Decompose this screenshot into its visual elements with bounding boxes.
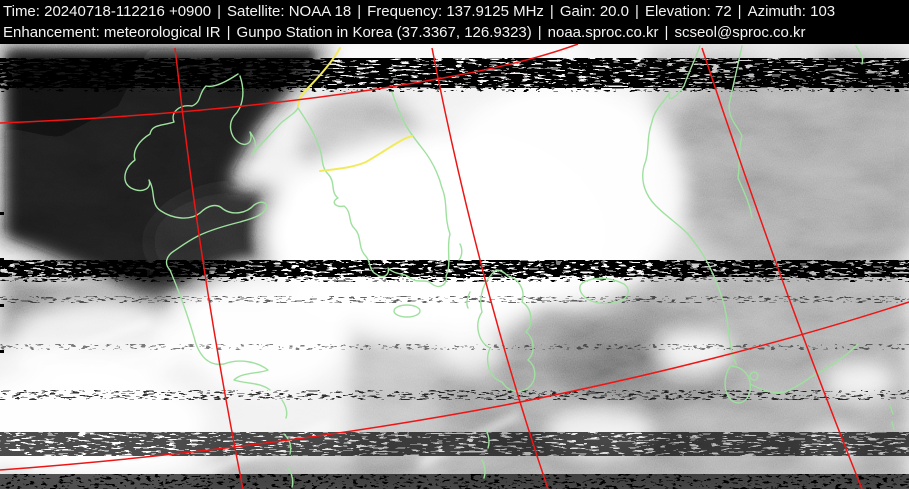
separator: | bbox=[737, 3, 742, 20]
separator: | bbox=[635, 3, 639, 20]
graticule-meridian bbox=[431, 47, 549, 489]
header-field: Satellite: NOAA 18 bbox=[227, 3, 352, 20]
header-field: scseol@sproc.co.kr bbox=[674, 24, 806, 41]
header-field: Elevation: 72 bbox=[644, 3, 732, 20]
graticule-meridian bbox=[701, 47, 863, 489]
yalu-border-line bbox=[297, 47, 341, 107]
separator: | bbox=[226, 24, 231, 41]
separator: | bbox=[664, 24, 669, 41]
header-field: Gunpo Station in Korea (37.3367, 126.932… bbox=[236, 24, 532, 41]
graticule-parallel bbox=[0, 301, 909, 471]
header-line-2: Enhancement: meteorological IR | Gunpo Sta… bbox=[0, 22, 909, 43]
noise-bands bbox=[0, 58, 909, 489]
ir-satellite-canvas bbox=[0, 44, 909, 489]
header-field: Azimuth: 103 bbox=[747, 3, 836, 20]
separator: | bbox=[357, 3, 362, 20]
satellite-image bbox=[0, 44, 909, 489]
header-field: Time: 20240718-112216 +0900 bbox=[3, 3, 212, 20]
separator: | bbox=[549, 3, 554, 20]
separator: | bbox=[217, 3, 221, 20]
header-field: Frequency: 137.9125 MHz bbox=[367, 3, 544, 20]
separator: | bbox=[537, 24, 542, 41]
header-field: Gain: 20.0 bbox=[559, 3, 630, 20]
header-field: Enhancement: meteorological IR bbox=[3, 24, 221, 41]
coastline-overlay bbox=[124, 45, 895, 488]
dmz-border-line bbox=[319, 135, 413, 172]
minute-marker-ticks bbox=[0, 212, 4, 353]
header-field: noaa.sproc.co.kr bbox=[547, 24, 659, 41]
country-border-overlay bbox=[297, 47, 413, 172]
graticule-meridian bbox=[174, 47, 244, 489]
telemetry-header: Time: 20240718-112216 +0900 | Satellite: N… bbox=[0, 0, 909, 44]
graticule-overlay bbox=[0, 44, 909, 489]
header-line-1: Time: 20240718-112216 +0900 | Satellite: N… bbox=[0, 0, 909, 22]
graticule-parallel bbox=[0, 44, 579, 124]
